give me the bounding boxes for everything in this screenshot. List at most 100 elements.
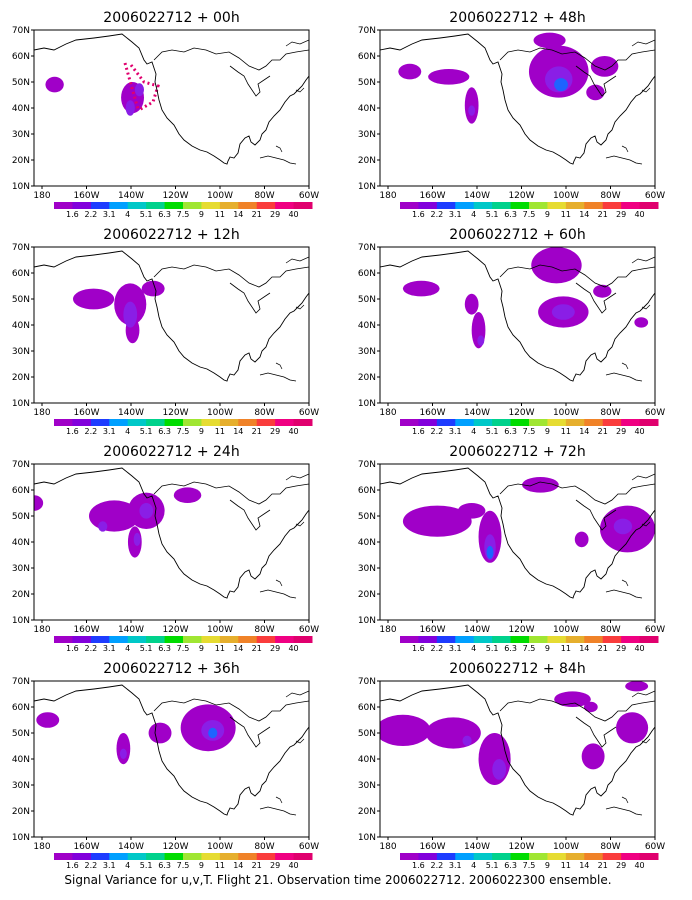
lon-tick-label: 80W: [254, 625, 274, 635]
lon-tick-label: 100W: [207, 191, 233, 201]
lat-tick-label: 50N: [358, 729, 376, 739]
map-frame: [379, 680, 656, 838]
lat-tick-label: 50N: [12, 512, 30, 522]
colorbar-swatch: [256, 202, 276, 209]
colorbar-swatch: [109, 419, 129, 426]
lat-tick-label: 10N: [358, 833, 376, 843]
lon-tick-label: 180: [33, 408, 50, 418]
colorbar-swatch: [183, 202, 202, 209]
colorbar-swatch: [492, 853, 512, 860]
colorbar-swatch: [146, 636, 166, 643]
lon-tick-label: 80W: [254, 842, 274, 852]
panel-72h: [379, 463, 656, 621]
lon-tick-label: 160W: [419, 842, 445, 852]
lat-tick-label: 30N: [358, 781, 376, 791]
colorbar-label: 29: [270, 210, 280, 219]
colorbar-label: 7.5: [177, 427, 190, 436]
colorbar-swatch: [109, 853, 129, 860]
colorbar-swatch: [127, 853, 147, 860]
lon-tick-label: 60W: [645, 408, 665, 418]
variance-blob: [425, 717, 481, 749]
lon-tick-label: 100W: [207, 625, 233, 635]
variance-blob: [148, 722, 172, 744]
panel-title: 2006022712 + 36h: [103, 661, 239, 677]
colorbar-label: 4: [471, 644, 476, 653]
colorbar-swatch: [621, 202, 641, 209]
colorbar-label: 6.3: [158, 861, 171, 870]
lat-tick-label: 40N: [12, 321, 30, 331]
colorbar-swatch: [275, 419, 295, 426]
variance-blob: [531, 247, 582, 284]
colorbar-label: 9: [199, 427, 204, 436]
lat-tick-label: 30N: [12, 130, 30, 140]
lat-tick-label: 20N: [12, 807, 30, 817]
variance-blob: [45, 76, 64, 93]
variance-blob: [139, 503, 154, 519]
colorbar-label: 6.3: [504, 644, 517, 653]
colorbar-swatch: [473, 636, 493, 643]
colorbar-label: 11: [215, 644, 225, 653]
colorbar-label: 5.1: [140, 861, 153, 870]
lon-tick-label: 80W: [254, 191, 274, 201]
lat-tick-label: 60N: [358, 269, 376, 279]
colorbar-label: 5.1: [486, 210, 499, 219]
colorbar-swatch: [72, 853, 92, 860]
colorbar-label: 40: [288, 861, 298, 870]
lon-tick-label: 120W: [162, 625, 188, 635]
lon-tick-label: 60W: [645, 625, 665, 635]
colorbar-swatch: [146, 853, 166, 860]
lon-tick-label: 140W: [118, 408, 144, 418]
colorbar-label: 2.2: [84, 861, 97, 870]
colorbar-label: 14: [233, 427, 243, 436]
colorbar-label: 40: [288, 644, 298, 653]
variance-blob: [551, 304, 575, 320]
colorbar-swatch: [639, 636, 659, 643]
lon-tick-label: 160W: [73, 408, 99, 418]
colorbar-label: 3.1: [103, 427, 116, 436]
panel-60h: [379, 246, 656, 404]
lon-tick-label: 160W: [73, 625, 99, 635]
colorbar-label: 3.1: [449, 644, 462, 653]
colorbar-swatch: [547, 853, 567, 860]
colorbar-label: 11: [215, 427, 225, 436]
colorbar-label: 40: [288, 427, 298, 436]
colorbar-swatch: [621, 419, 641, 426]
variance-blob: [464, 87, 479, 124]
colorbar-label: 1.6: [412, 427, 425, 436]
panel-00h: [33, 29, 310, 187]
lat-tick-label: 70N: [12, 677, 30, 687]
lon-tick-label: 180: [379, 191, 396, 201]
colorbar-swatch: [256, 853, 276, 860]
lat-tick-label: 30N: [358, 564, 376, 574]
variance-blob: [613, 518, 633, 535]
panel-36h: [33, 680, 310, 838]
lon-tick-label: 60W: [299, 408, 319, 418]
colorbar-swatch: [400, 636, 419, 643]
colorbar-label: 29: [616, 427, 626, 436]
colorbar-label: 2.2: [84, 644, 97, 653]
lon-tick-label: 80W: [254, 408, 274, 418]
colorbar-swatch: [90, 419, 110, 426]
variance-blob: [402, 280, 440, 297]
variance-blob: [478, 733, 511, 785]
colorbar-label: 3.1: [449, 210, 462, 219]
variance-blob: [36, 712, 60, 728]
lon-tick-label: 140W: [118, 191, 144, 201]
colorbar-label: 2.2: [430, 210, 443, 219]
lon-tick-label: 180: [33, 842, 50, 852]
lat-tick-label: 20N: [358, 156, 376, 166]
colorbar-swatch: [400, 419, 419, 426]
map-frame: [33, 680, 310, 838]
colorbar-label: 29: [616, 210, 626, 219]
lon-tick-label: 60W: [299, 842, 319, 852]
colorbar-label: 1.6: [66, 644, 79, 653]
colorbar-label: 11: [215, 861, 225, 870]
lon-tick-label: 120W: [508, 842, 534, 852]
lon-tick-label: 120W: [508, 625, 534, 635]
variance-blob: [486, 545, 494, 559]
colorbar-label: 4: [471, 427, 476, 436]
colorbar-swatch: [529, 202, 548, 209]
lon-tick-label: 60W: [299, 625, 319, 635]
variance-blob: [590, 56, 619, 77]
